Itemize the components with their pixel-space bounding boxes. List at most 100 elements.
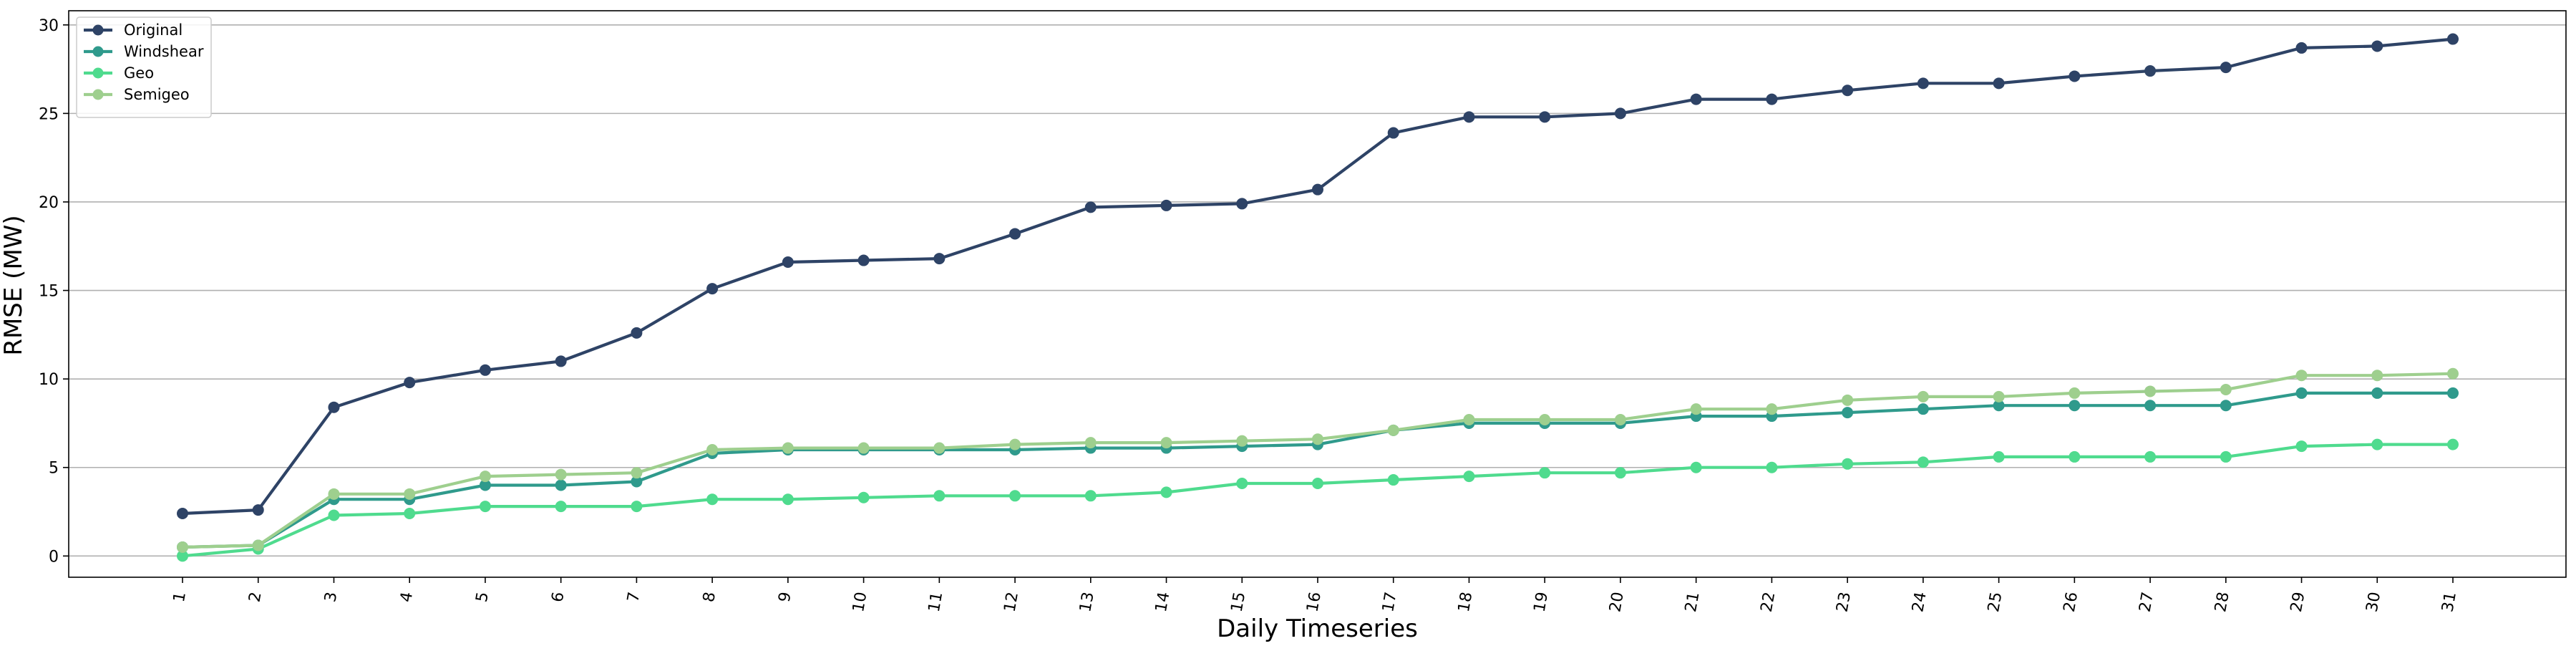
x-tick-label: 30 xyxy=(2363,591,2384,614)
data-point xyxy=(2371,40,2383,52)
data-point xyxy=(1993,390,2005,402)
data-point xyxy=(1312,183,1323,196)
data-point xyxy=(555,468,567,481)
series-windshear xyxy=(177,387,2459,553)
data-point xyxy=(2220,62,2232,74)
data-point xyxy=(1084,201,1097,213)
legend-item-windshear: Windshear xyxy=(84,43,204,60)
data-point xyxy=(2371,387,2383,399)
data-point xyxy=(404,488,416,500)
data-point xyxy=(1084,490,1097,502)
data-point xyxy=(555,355,567,367)
legend-item-semigeo: Semigeo xyxy=(84,86,190,103)
data-point xyxy=(1463,414,1475,426)
data-point xyxy=(1387,474,1399,486)
x-tick-label: 15 xyxy=(1228,591,1249,614)
data-point xyxy=(1539,111,1551,123)
data-point xyxy=(933,442,946,454)
data-point xyxy=(1766,461,1778,473)
x-tick-label: 6 xyxy=(549,591,568,604)
data-point xyxy=(1842,407,1854,419)
x-tick-label: 23 xyxy=(1834,591,1855,614)
data-point xyxy=(2371,370,2383,382)
data-point xyxy=(328,401,340,413)
x-tick-label: 8 xyxy=(700,591,719,604)
data-point xyxy=(2144,65,2157,77)
x-tick-label: 2 xyxy=(246,591,266,604)
data-point xyxy=(404,508,416,520)
x-tick-label: 9 xyxy=(776,591,795,604)
x-tick-label: 10 xyxy=(850,591,870,614)
legend-box xyxy=(76,16,212,118)
series-semigeo xyxy=(177,367,2459,553)
data-point xyxy=(782,442,794,454)
data-point xyxy=(252,504,264,516)
data-point xyxy=(1236,198,1248,210)
data-point xyxy=(2447,33,2459,45)
data-point xyxy=(2220,400,2232,412)
data-point xyxy=(2295,387,2308,399)
x-tick-label: 17 xyxy=(1379,591,1400,614)
data-point xyxy=(2220,450,2232,463)
data-point xyxy=(1690,403,1702,415)
data-point xyxy=(933,490,946,502)
series-geo xyxy=(177,438,2459,562)
data-point xyxy=(706,444,719,456)
x-tick-label: 24 xyxy=(1909,591,1930,614)
data-point xyxy=(2069,450,2081,463)
data-point xyxy=(1009,490,1021,502)
data-point xyxy=(857,442,870,454)
data-point xyxy=(1917,456,1929,468)
data-point xyxy=(631,327,643,339)
data-point xyxy=(1614,107,1626,120)
data-point xyxy=(2447,367,2459,380)
x-tick-label: 1 xyxy=(170,591,190,604)
x-tick-label: 20 xyxy=(1606,591,1627,614)
data-point xyxy=(1539,467,1551,479)
data-point xyxy=(404,377,416,389)
data-point xyxy=(706,493,719,506)
x-axis-label: Daily Timeseries xyxy=(1217,614,1418,643)
legend-label: Original xyxy=(124,21,183,39)
data-point xyxy=(1614,467,1626,479)
y-tick-label: 15 xyxy=(39,283,59,301)
data-point xyxy=(555,501,567,513)
data-point xyxy=(2295,370,2308,382)
data-point xyxy=(2144,400,2157,412)
data-point xyxy=(479,471,491,483)
legend: Original Windshear Geo Semigeo xyxy=(76,16,212,118)
x-tick-label: 16 xyxy=(1303,591,1324,614)
data-point xyxy=(857,254,870,266)
data-point xyxy=(479,479,491,491)
data-point xyxy=(2144,385,2157,397)
y-tick-label: 5 xyxy=(49,460,59,478)
legend-label: Semigeo xyxy=(124,86,190,103)
y-tick-label: 25 xyxy=(39,105,59,123)
data-point xyxy=(2371,438,2383,450)
data-point xyxy=(479,501,491,513)
data-point xyxy=(1084,437,1097,449)
x-tick-label: 28 xyxy=(2212,591,2232,614)
data-point xyxy=(1463,471,1475,483)
data-point xyxy=(1312,433,1323,445)
x-tick-label: 4 xyxy=(397,591,417,604)
data-point xyxy=(1917,77,1929,90)
data-point xyxy=(1690,461,1702,473)
x-tick-label: 18 xyxy=(1455,591,1476,614)
data-point xyxy=(631,501,643,513)
y-tick-label: 20 xyxy=(39,194,59,212)
x-tick-label: 25 xyxy=(1985,591,2006,614)
x-tick-label: 19 xyxy=(1531,591,1552,614)
data-point xyxy=(252,539,264,551)
y-tick-label: 30 xyxy=(39,17,59,35)
x-tick-label: 12 xyxy=(1001,591,1021,614)
x-tick-label: 22 xyxy=(1758,591,1779,614)
data-point xyxy=(177,508,188,520)
data-point xyxy=(479,364,491,376)
data-point xyxy=(1993,450,2005,463)
data-point xyxy=(1842,458,1854,470)
legend-item-geo: Geo xyxy=(84,64,154,82)
legend-swatch-marker xyxy=(92,67,104,79)
data-point xyxy=(1312,477,1323,489)
data-point xyxy=(1387,127,1399,139)
